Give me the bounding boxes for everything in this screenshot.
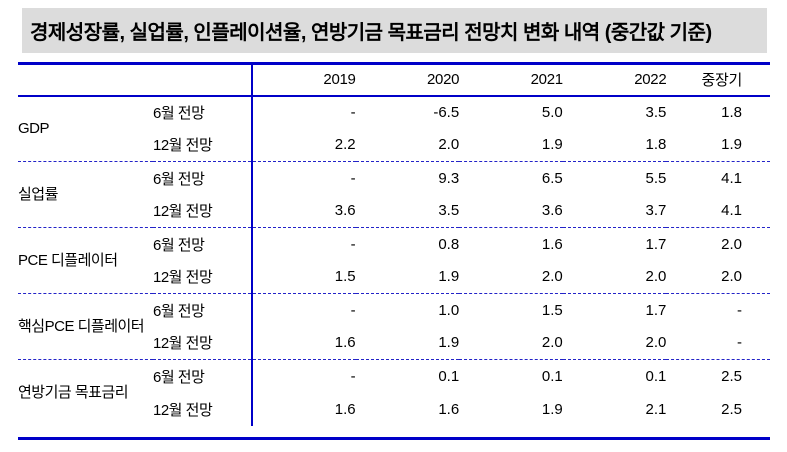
value-cell: 2.5: [721, 400, 742, 418]
category-label: 핵심PCE 디플레이터: [18, 293, 153, 360]
value-cell: 1.9: [541, 400, 563, 418]
value-cell: 2.0: [541, 334, 563, 352]
value-cell: 1.7: [562, 227, 667, 261]
value-cell: 6.5: [459, 161, 563, 195]
value-cell: 2.0: [666, 227, 770, 261]
year-header: 2022: [562, 63, 667, 97]
forecast-sublabel: 6월 전망: [153, 105, 205, 122]
value-cell: 2.1: [645, 400, 667, 418]
value-cell: -: [251, 95, 356, 129]
value-cell: 0.1: [562, 359, 667, 393]
table-row: 12월 전망 3.6 3.5 3.6 3.7 4.1: [18, 194, 770, 228]
value-cell: 2.0: [645, 268, 667, 286]
value-cell: -: [737, 334, 742, 352]
forecast-sublabel: 12월 전망: [153, 401, 213, 419]
value-cell: -6.5: [433, 104, 460, 121]
value-cell: 0.1: [459, 359, 563, 393]
table-row: 12월 전망 2.2 2.0 1.9 1.8 1.9: [18, 128, 770, 162]
value-cell: 2.2: [251, 128, 356, 162]
category-label: 실업률: [18, 161, 153, 228]
value-cell: -: [251, 161, 356, 195]
year-header: 중장기: [666, 63, 770, 97]
value-cell: 4.1: [721, 202, 742, 220]
forecast-sublabel: 12월 전망: [153, 203, 213, 221]
value-cell: 1.0: [355, 293, 460, 327]
table-row: 12월 전망 1.6 1.6 1.9 2.1 2.5: [18, 392, 770, 426]
value-cell: 3.5: [438, 202, 460, 220]
table-row: 실업률 6월 전망 - 9.3 6.5 5.5 4.1: [18, 161, 770, 228]
forecast-sublabel: 6월 전망: [153, 161, 252, 195]
forecast-sublabel: 12월 전망: [153, 269, 213, 287]
value-cell: -: [251, 359, 356, 393]
value-cell: 3.6: [251, 194, 356, 228]
value-cell: 2.0: [438, 136, 460, 154]
forecast-sublabel: 12월 전망: [153, 137, 213, 155]
value-cell: 1.6: [438, 400, 460, 418]
value-cell: 4.1: [666, 161, 770, 195]
value-cell: -: [251, 227, 356, 261]
value-cell: 1.9: [438, 334, 460, 352]
value-cell: 1.9: [438, 268, 460, 286]
year-header: 2019: [251, 63, 356, 97]
forecast-table: 2019 2020 2021 2022 중장기 GDP 6월 전망 - -6.5…: [18, 62, 770, 426]
value-cell: 2.0: [541, 268, 563, 286]
value-cell: 3.5: [645, 104, 667, 121]
value-cell: 2.0: [645, 334, 667, 352]
category-label: 연방기금 목표금리: [18, 359, 153, 426]
value-cell: 3.6: [541, 202, 563, 220]
table-row: PCE 디플레이터 6월 전망 - 0.8 1.6 1.7 2.0: [18, 227, 770, 294]
value-cell: 1.5: [459, 293, 563, 327]
value-cell: 1.9: [541, 136, 563, 154]
value-cell: 2.0: [721, 268, 742, 286]
forecast-sublabel: 6월 전망: [153, 359, 252, 393]
table-title-bar: 경제성장률, 실업률, 인플레이션율, 연방기금 목표금리 전망치 변화 내역 …: [22, 8, 767, 53]
value-cell: -: [666, 293, 770, 327]
table-row: 12월 전망 1.5 1.9 2.0 2.0 2.0: [18, 260, 770, 294]
year-header: 2020: [355, 63, 459, 97]
value-cell: -: [251, 293, 356, 327]
value-cell: 1.9: [721, 136, 742, 154]
value-cell: 1.8: [645, 136, 667, 154]
value-cell: 5.0: [541, 104, 563, 121]
forecast-sublabel: 6월 전망: [153, 293, 252, 327]
value-cell: 9.3: [355, 161, 460, 195]
year-header: 2021: [459, 63, 563, 97]
value-cell: 1.6: [251, 392, 356, 426]
value-cell: 2.5: [666, 359, 770, 393]
value-cell: 1.6: [251, 326, 356, 360]
value-cell: 0.1: [355, 359, 460, 393]
value-cell: 1.5: [251, 260, 356, 294]
table-bottom-rule: [18, 436, 770, 440]
value-cell: 1.8: [721, 104, 742, 121]
table-title: 경제성장률, 실업률, 인플레이션율, 연방기금 목표금리 전망치 변화 내역 …: [30, 22, 712, 44]
category-label: GDP: [18, 120, 50, 137]
table-row: 연방기금 목표금리 6월 전망 - 0.1 0.1 0.1 2.5: [18, 359, 770, 426]
table-row: 12월 전망 1.6 1.9 2.0 2.0 -: [18, 326, 770, 360]
forecast-table-container: 2019 2020 2021 2022 중장기 GDP 6월 전망 - -6.5…: [18, 62, 770, 440]
corner-cell: [18, 63, 252, 97]
value-cell: 1.7: [562, 293, 667, 327]
value-cell: 0.8: [355, 227, 460, 261]
value-cell: 5.5: [562, 161, 667, 195]
forecast-sublabel: 12월 전망: [153, 335, 213, 353]
value-cell: 3.7: [645, 202, 667, 220]
table-row: GDP 6월 전망 - -6.5 5.0 3.5 1.8: [18, 95, 770, 137]
table-row: 핵심PCE 디플레이터 6월 전망 - 1.0 1.5 1.7 -: [18, 293, 770, 360]
header-row: 2019 2020 2021 2022 중장기: [18, 63, 770, 97]
forecast-sublabel: 6월 전망: [153, 227, 252, 261]
value-cell: 1.6: [459, 227, 563, 261]
category-label: PCE 디플레이터: [18, 227, 153, 294]
